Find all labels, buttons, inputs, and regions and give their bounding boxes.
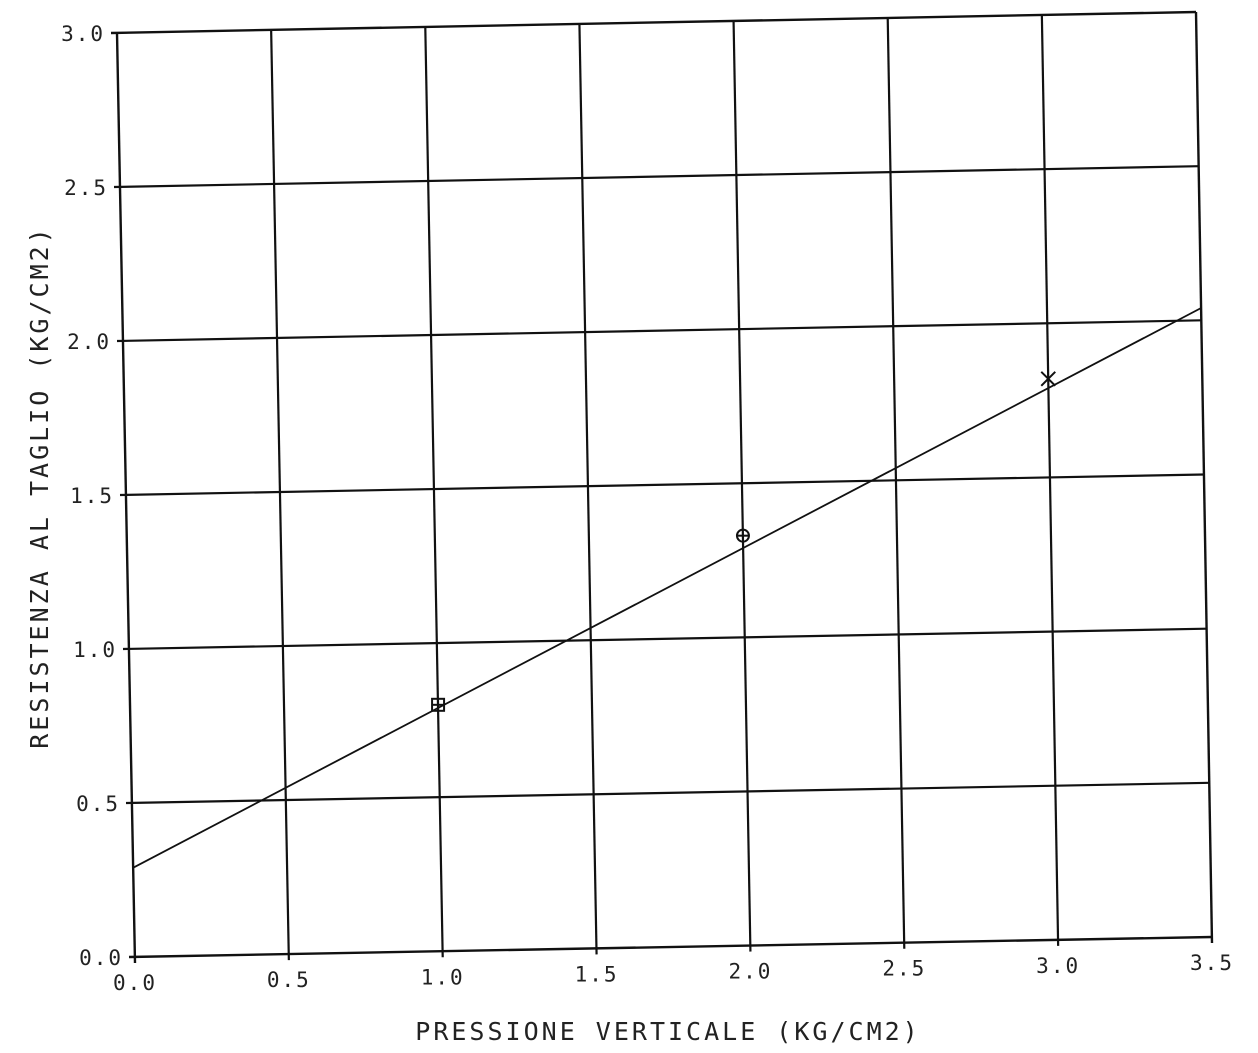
y-tick-label: 2.0	[67, 330, 111, 354]
y-tick-label: 2.5	[64, 176, 108, 200]
y-tick-label: 1.5	[70, 484, 114, 508]
data-point	[735, 528, 750, 543]
x-tick-label: 2.0	[728, 960, 772, 984]
x-tick-label: 2.5	[882, 957, 926, 981]
data-points	[431, 371, 1056, 712]
x-tick-label: 0.5	[267, 968, 311, 992]
fit-line-group	[132, 307, 1202, 869]
grid-line-horizontal	[128, 935, 1213, 959]
data-point	[431, 697, 446, 712]
y-tick-label: 0.5	[76, 792, 120, 816]
grid-line-horizontal	[113, 165, 1199, 189]
y-tick-label: 3.0	[61, 22, 105, 46]
fit-line	[132, 307, 1202, 869]
grid-line-horizontal	[122, 627, 1207, 651]
x-tick-label: 0.0	[113, 971, 157, 995]
y-tick-label: 0.0	[79, 946, 123, 970]
x-tick-label: 1.0	[421, 965, 465, 989]
x-tick-label: 3.5	[1190, 951, 1234, 975]
x-axis-label: PRESSIONE VERTICALE (KG/CM2)	[415, 1017, 920, 1046]
grid-line-vertical	[886, 17, 906, 949]
x-marker	[1040, 371, 1056, 387]
grid	[110, 10, 1214, 964]
grid-line-vertical	[424, 26, 444, 958]
grid-line-vertical	[1040, 14, 1060, 946]
grid-line-vertical	[732, 20, 752, 952]
grid-line-horizontal	[125, 781, 1210, 805]
grid-line-vertical	[1194, 11, 1214, 944]
x-tick-labels: 0.0 0.5 1.0 1.5 2.0 2.5 3.0 3.5	[113, 951, 1234, 995]
grid-line-horizontal	[116, 319, 1202, 343]
x-tick-label: 1.5	[575, 962, 619, 986]
grid-line-vertical	[578, 23, 598, 955]
y-axis-label: RESISTENZA AL TAGLIO (KG/CM2)	[25, 225, 54, 749]
x-tick-label: 3.0	[1036, 954, 1080, 978]
grid-line-horizontal	[119, 473, 1205, 497]
grid-line-vertical	[270, 29, 290, 961]
y-tick-label: 1.0	[73, 638, 117, 662]
y-tick-labels: 0.0 0.5 1.0 1.5 2.0 2.5 3.0	[61, 22, 123, 970]
data-point	[1040, 371, 1056, 387]
grid-line-vertical	[115, 32, 137, 964]
grid-line-horizontal	[110, 10, 1197, 35]
